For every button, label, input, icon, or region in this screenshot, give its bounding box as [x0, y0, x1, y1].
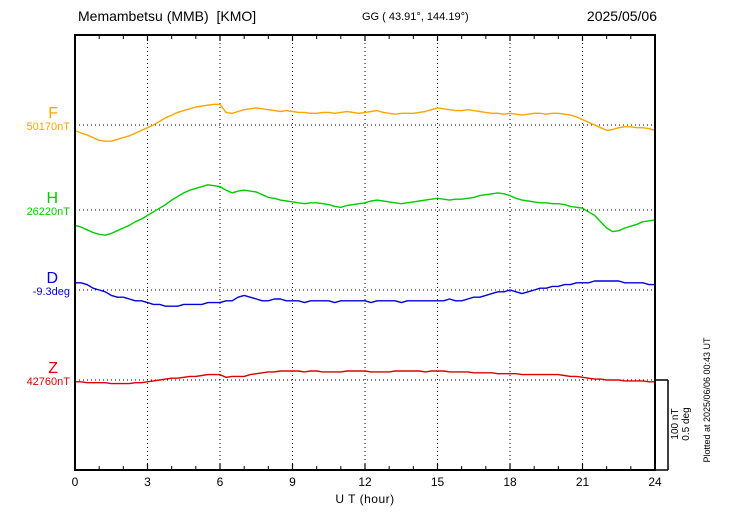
- x-tick-12: 12: [358, 475, 372, 489]
- baseline-value-F: 50170nT: [26, 121, 70, 133]
- x-tick-15: 15: [430, 475, 445, 489]
- component-label-F: F: [48, 105, 58, 122]
- x-tick-6: 6: [216, 475, 224, 489]
- baseline-value-D: -9.3deg: [32, 286, 70, 298]
- scale-nt-label: 100 nT: [670, 408, 681, 440]
- plot-frame: [74, 34, 656, 471]
- trace-F: [74, 103, 656, 142]
- plotted-at-timestamp: Plotted at 2025/06/06 00:43 UT: [702, 337, 712, 463]
- plot-date: 2025/05/06: [586, 8, 657, 24]
- geographic-coordinates: GG ( 43.91°, 144.19°): [362, 11, 469, 23]
- component-label-D: D: [46, 270, 58, 287]
- scale-deg-label: 0.5 deg: [681, 407, 692, 441]
- station-title: Memambetsu (MMB) [KMO]: [78, 8, 257, 24]
- trace-H: [74, 184, 656, 236]
- component-label-Z: Z: [48, 360, 58, 377]
- baseline-value-Z: 42760nT: [26, 376, 70, 388]
- x-tick-3: 3: [144, 475, 151, 489]
- x-tick-24: 24: [648, 475, 662, 489]
- component-label-H: H: [46, 190, 58, 207]
- trace-Z: [75, 370, 655, 385]
- x-axis-tick-labels: 0 3 6 9 12 15 18 21 24: [0, 475, 730, 491]
- x-tick-18: 18: [503, 475, 517, 489]
- trace-D: [75, 280, 655, 307]
- x-tick-0: 0: [71, 475, 79, 489]
- x-tick-21: 21: [575, 475, 590, 489]
- baseline-value-H: 26220nT: [26, 206, 70, 218]
- scale-bar-labels: 100 nT 0.5 deg: [670, 402, 692, 446]
- x-tick-9: 9: [289, 475, 296, 489]
- x-axis-title: U T (hour): [335, 492, 395, 506]
